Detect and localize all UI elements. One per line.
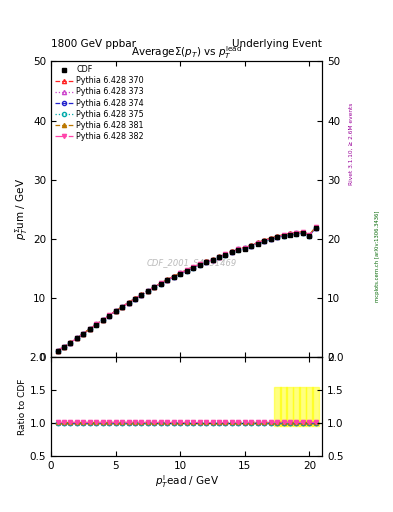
Bar (293, 387, 300, 426)
Text: Underlying Event: Underlying Event (232, 38, 322, 49)
Bar (306, 387, 313, 426)
Y-axis label: Ratio to CDF: Ratio to CDF (18, 378, 27, 435)
Bar (312, 387, 319, 426)
Bar (274, 387, 281, 426)
Bar (280, 387, 287, 426)
Legend: CDF, Pythia 6.428 370, Pythia 6.428 373, Pythia 6.428 374, Pythia 6.428 375, Pyt: CDF, Pythia 6.428 370, Pythia 6.428 373,… (53, 64, 145, 142)
Text: 1800 GeV ppbar: 1800 GeV ppbar (51, 38, 136, 49)
Bar (286, 387, 294, 426)
Text: Rivet 3.1.10, ≥ 2.6M events: Rivet 3.1.10, ≥ 2.6M events (349, 102, 354, 184)
Text: mcplots.cern.ch [arXiv:1306.3436]: mcplots.cern.ch [arXiv:1306.3436] (375, 210, 380, 302)
Title: Average$\Sigma(p_T)$ vs $p_T^\mathrm{lead}$: Average$\Sigma(p_T)$ vs $p_T^\mathrm{lea… (131, 45, 242, 61)
Text: CDF_2001_S4751469: CDF_2001_S4751469 (147, 258, 237, 267)
Y-axis label: $p_T^\Sigma$um / GeV: $p_T^\Sigma$um / GeV (13, 178, 30, 240)
Bar (299, 387, 307, 426)
X-axis label: $p_T^\mathrm{l}$ead / GeV: $p_T^\mathrm{l}$ead / GeV (154, 473, 219, 490)
